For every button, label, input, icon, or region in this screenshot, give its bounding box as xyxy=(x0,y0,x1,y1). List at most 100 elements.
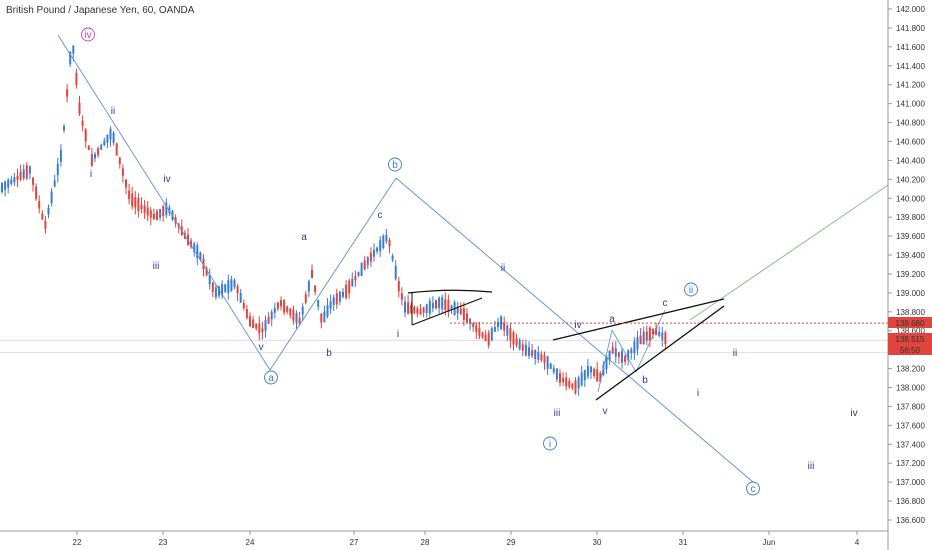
y-tick-label: 140.800 xyxy=(896,119,925,128)
candle-body xyxy=(484,334,487,342)
wave-label: iii xyxy=(808,461,815,472)
y-tick-label: 138.200 xyxy=(896,365,925,374)
x-tick-label: 22 xyxy=(73,538,82,547)
x-tick-label: Jun xyxy=(763,538,776,547)
candle-body xyxy=(118,157,121,165)
chart-drawings xyxy=(57,34,889,483)
candle-body xyxy=(407,302,410,314)
candle-body xyxy=(125,179,127,188)
candle-body xyxy=(326,305,329,317)
wave-label: i xyxy=(90,169,92,180)
candle-body xyxy=(292,309,295,321)
candle-body xyxy=(345,284,348,298)
candle-body xyxy=(162,206,165,217)
candle-body xyxy=(493,327,496,332)
y-tick-label: 140.600 xyxy=(896,137,925,146)
candle-body xyxy=(608,350,611,361)
candle-body xyxy=(109,128,112,140)
candle-body xyxy=(593,368,596,377)
y-tick-label: 141.200 xyxy=(896,81,925,90)
wave-label: i xyxy=(549,439,551,450)
y-tick-label: 139.800 xyxy=(896,213,925,222)
wave-label: c xyxy=(378,210,383,221)
x-tick-label: 28 xyxy=(421,538,430,547)
candle-body xyxy=(218,286,220,296)
candle-body xyxy=(397,280,400,292)
candle-body xyxy=(233,280,236,288)
y-tick-label: 137.400 xyxy=(896,440,925,449)
candle-body xyxy=(298,317,301,324)
wave-circle xyxy=(543,436,557,451)
candle-body xyxy=(112,132,115,143)
candle-body xyxy=(90,154,93,166)
y-tick-label: 139.600 xyxy=(896,232,925,241)
candle-body xyxy=(270,311,273,320)
candle-body xyxy=(400,293,403,300)
y-tick-label: 137.600 xyxy=(896,421,925,430)
candle-body xyxy=(661,332,664,340)
candle-body xyxy=(134,197,137,208)
candle-body xyxy=(301,306,304,315)
candle-body xyxy=(466,313,468,323)
wave-line xyxy=(395,177,754,483)
candle-body xyxy=(515,338,518,346)
candle-body xyxy=(211,282,214,292)
candle-body xyxy=(59,149,62,162)
candle-body xyxy=(283,299,286,313)
wave-label: ii xyxy=(689,285,693,296)
candle-body xyxy=(376,247,379,252)
candle-body xyxy=(22,169,25,179)
wave-label: c xyxy=(751,484,756,495)
candle-body xyxy=(286,306,289,312)
candle-body xyxy=(475,325,478,333)
candle-body xyxy=(425,304,428,313)
candle-body xyxy=(357,271,360,276)
candle-body xyxy=(444,299,447,311)
wave-circle xyxy=(81,27,95,42)
wave-label: b xyxy=(326,348,332,359)
time-axis[interactable]: 22 23 24 27 28 29 30 31 Jun 4 xyxy=(0,530,888,547)
price-tag-bg xyxy=(888,344,932,355)
candle-body xyxy=(503,322,506,331)
y-tick-label: 141.000 xyxy=(896,100,925,109)
candle-body xyxy=(577,377,580,389)
candle-body xyxy=(258,323,261,334)
price-tag-bg xyxy=(888,317,932,328)
candle-body xyxy=(239,293,242,303)
candle-body xyxy=(81,120,84,126)
candle-body xyxy=(221,284,224,295)
candle-body xyxy=(41,213,44,220)
candle-body xyxy=(35,186,38,200)
wave-label: iv xyxy=(850,408,857,419)
candle-body xyxy=(636,337,639,350)
candle-body xyxy=(512,332,515,345)
candle-body xyxy=(574,380,577,394)
candle-body xyxy=(320,313,323,323)
candle-body xyxy=(639,335,642,345)
subwave-line xyxy=(597,329,613,393)
candle-body xyxy=(208,274,211,285)
candle-body xyxy=(441,297,444,310)
candle-body xyxy=(537,352,540,360)
candle-body xyxy=(435,300,437,309)
price-axis[interactable]: 142.000 141.800 141.600 141.400 141.200 141.0… xyxy=(887,0,925,550)
candle-body xyxy=(94,154,96,159)
candle-body xyxy=(630,349,633,354)
candle-body xyxy=(304,294,307,303)
candle-body xyxy=(534,350,537,359)
candle-body xyxy=(363,260,366,270)
candle-body xyxy=(404,301,406,313)
candle-body xyxy=(249,316,251,327)
candle-body xyxy=(506,325,509,336)
candle-body xyxy=(149,210,152,218)
candle-body xyxy=(230,279,233,292)
candle-body xyxy=(447,299,450,312)
price-tag-bg xyxy=(888,333,932,344)
candle-body xyxy=(168,207,171,213)
candle-body xyxy=(655,328,658,336)
candle-body xyxy=(193,243,196,252)
candle-body xyxy=(13,177,16,183)
candle-body xyxy=(509,328,512,341)
